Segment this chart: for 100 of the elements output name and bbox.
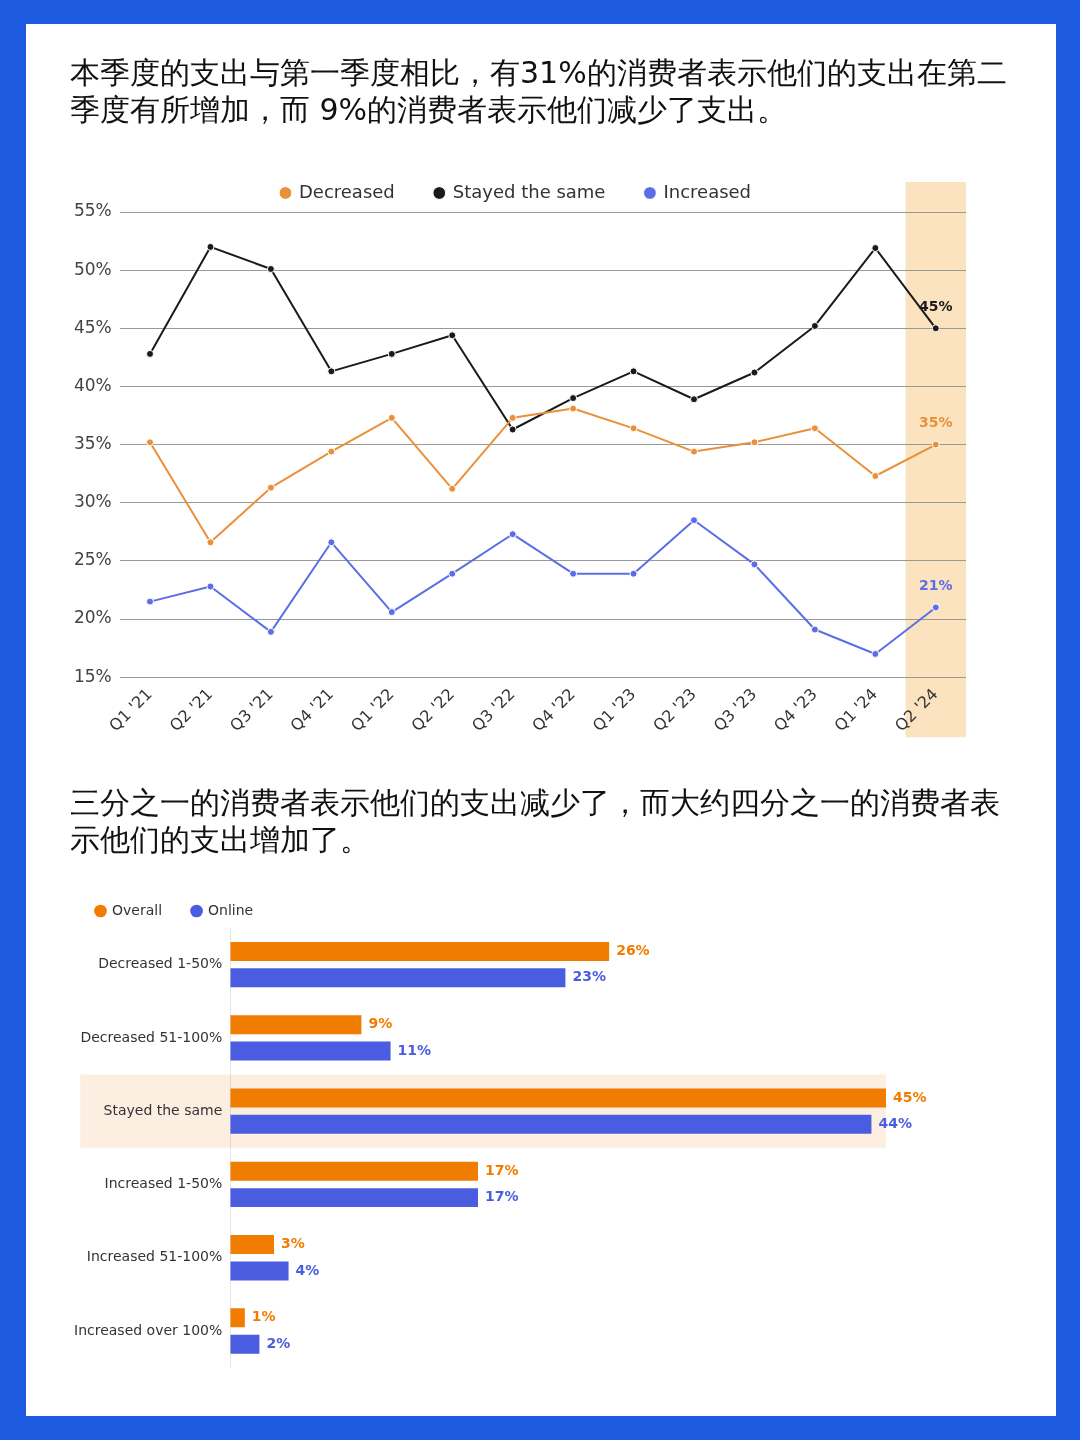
data-label: 2% xyxy=(266,1334,291,1351)
data-label: 17% xyxy=(485,1161,519,1178)
data-label: 44% xyxy=(878,1115,912,1131)
point xyxy=(266,627,275,636)
x-tick-label: Q3 '22 xyxy=(467,684,519,735)
y-tick-label: 45% xyxy=(73,316,112,337)
bar xyxy=(230,1235,274,1255)
data-label: 11% xyxy=(397,1041,432,1058)
data-label: 35% xyxy=(919,414,953,431)
point xyxy=(206,538,215,547)
y-tick-label: Increased 1-50% xyxy=(104,1175,223,1192)
bar xyxy=(230,1161,478,1181)
point xyxy=(569,569,578,578)
point xyxy=(448,484,457,493)
data-label: 45% xyxy=(919,297,953,314)
point xyxy=(569,404,578,413)
x-tick-label: Q1 '23 xyxy=(588,684,640,735)
x-tick-label: Q2 '21 xyxy=(165,684,217,735)
y-tick-label: Increased over 100% xyxy=(74,1321,223,1338)
point xyxy=(750,560,759,569)
point xyxy=(146,349,155,358)
chart-title: 本季度的支出与第一季度相比，有31%的消费者表示他们的支出在第二季度有所增加，而 9%的消费者表示他们减少了支出。 xyxy=(70,54,1008,128)
data-label: 9% xyxy=(368,1015,393,1032)
y-tick-label: 25% xyxy=(73,549,112,570)
point xyxy=(810,321,819,330)
data-label: 23% xyxy=(572,968,606,985)
point xyxy=(569,394,578,403)
point xyxy=(448,569,457,578)
point xyxy=(508,530,517,539)
x-tick-label: Q2 '22 xyxy=(407,684,458,735)
point xyxy=(810,424,819,433)
y-tick-label: 35% xyxy=(73,433,112,454)
point xyxy=(448,331,457,340)
point xyxy=(206,242,215,251)
point xyxy=(629,569,638,578)
x-tick-label: Q4 '23 xyxy=(770,684,821,735)
x-tick-label: Q4 '22 xyxy=(528,684,579,735)
x-tick-label: Q1 '21 xyxy=(105,684,156,735)
bar xyxy=(230,1334,260,1354)
y-tick-label: 55% xyxy=(73,200,112,221)
point xyxy=(931,440,940,449)
y-tick-label: 30% xyxy=(73,491,112,512)
y-tick-label: Stayed the same xyxy=(103,1101,223,1118)
chart-title: 三分之一的消费者表示他们的支出减少了，而大约四分之一的消费者表示他们的支出增加了。 xyxy=(70,784,1001,858)
point xyxy=(146,438,155,447)
legend-label: Stayed the same xyxy=(452,180,606,202)
bar xyxy=(230,968,566,988)
point xyxy=(690,447,698,456)
x-tick-label: Q1 '24 xyxy=(830,684,882,735)
point xyxy=(387,608,396,617)
legend-label: Overall xyxy=(112,901,163,918)
point xyxy=(931,603,940,612)
point xyxy=(327,447,336,456)
bar xyxy=(230,1015,362,1035)
legend-label: Increased xyxy=(663,180,752,202)
y-tick-label: 20% xyxy=(73,607,112,628)
point xyxy=(266,264,275,273)
x-tick-label: Q4 '21 xyxy=(286,684,338,735)
point xyxy=(871,649,880,658)
x-tick-label: Q3 '21 xyxy=(226,684,277,735)
point xyxy=(690,395,698,404)
point xyxy=(931,324,940,333)
bar xyxy=(230,1261,289,1281)
data-label: 3% xyxy=(280,1235,305,1252)
x-tick-label: Q3 '23 xyxy=(709,684,761,735)
point xyxy=(146,597,155,606)
point xyxy=(508,425,517,434)
y-tick-label: Decreased 51-100% xyxy=(80,1028,223,1045)
x-tick-label: Q2 '23 xyxy=(649,684,700,735)
bar xyxy=(230,1088,886,1108)
y-tick-label: Decreased 1-50% xyxy=(98,955,223,972)
legend-label: Decreased xyxy=(298,180,395,202)
bar xyxy=(230,1308,245,1328)
point xyxy=(871,244,880,253)
x-tick-label: Q2 '24 xyxy=(890,684,942,735)
bar xyxy=(230,1041,391,1061)
point xyxy=(327,367,336,376)
point xyxy=(629,367,638,376)
data-label: 45% xyxy=(893,1088,927,1105)
point xyxy=(690,516,698,525)
point xyxy=(810,625,819,634)
data-label: 1% xyxy=(251,1308,276,1325)
data-label: 26% xyxy=(616,942,650,959)
point xyxy=(508,413,517,422)
point xyxy=(871,472,880,481)
bar xyxy=(230,1114,872,1134)
point xyxy=(750,438,759,447)
bar xyxy=(230,941,610,961)
y-tick-label: 50% xyxy=(73,258,112,279)
y-tick-label: 15% xyxy=(73,665,112,686)
y-tick-label: 40% xyxy=(73,374,112,395)
point xyxy=(750,368,759,377)
point xyxy=(327,538,336,547)
y-tick-label: Increased 51-100% xyxy=(86,1248,223,1265)
point xyxy=(206,582,215,591)
bar xyxy=(230,1188,478,1208)
point xyxy=(266,483,275,492)
point xyxy=(629,424,638,433)
legend-label: Online xyxy=(208,901,254,918)
x-tick-label: Q1 '22 xyxy=(346,684,398,735)
